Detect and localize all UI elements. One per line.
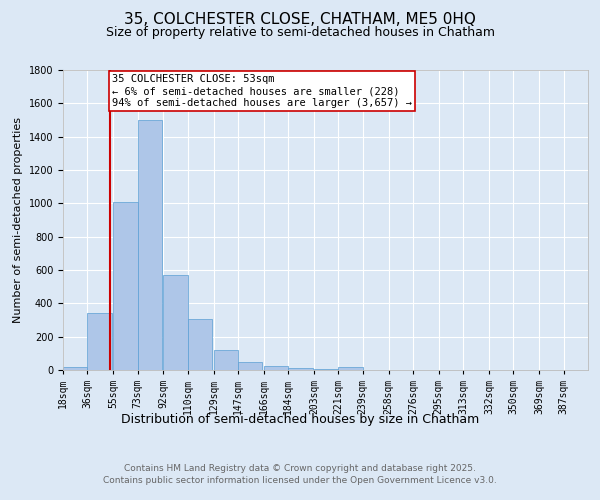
Bar [214, 350, 238, 370]
Text: 35 COLCHESTER CLOSE: 53sqm
← 6% of semi-detached houses are smaller (228)
94% of: 35 COLCHESTER CLOSE: 53sqm ← 6% of semi-… [112, 74, 412, 108]
Bar [288, 368, 313, 370]
Bar [137, 120, 162, 370]
Bar [238, 362, 262, 370]
Text: 35, COLCHESTER CLOSE, CHATHAM, ME5 0HQ: 35, COLCHESTER CLOSE, CHATHAM, ME5 0HQ [124, 12, 476, 28]
Bar [264, 366, 288, 370]
Bar [88, 314, 112, 370]
Bar [63, 366, 88, 370]
Bar [163, 275, 188, 370]
Bar [314, 369, 338, 370]
Y-axis label: Number of semi-detached properties: Number of semi-detached properties [13, 117, 23, 323]
Text: Size of property relative to semi-detached houses in Chatham: Size of property relative to semi-detach… [106, 26, 494, 39]
Bar [338, 366, 363, 370]
Bar [188, 319, 212, 370]
Text: Contains public sector information licensed under the Open Government Licence v3: Contains public sector information licen… [103, 476, 497, 485]
Text: Contains HM Land Registry data © Crown copyright and database right 2025.: Contains HM Land Registry data © Crown c… [124, 464, 476, 473]
Bar [113, 202, 137, 370]
Text: Distribution of semi-detached houses by size in Chatham: Distribution of semi-detached houses by … [121, 412, 479, 426]
